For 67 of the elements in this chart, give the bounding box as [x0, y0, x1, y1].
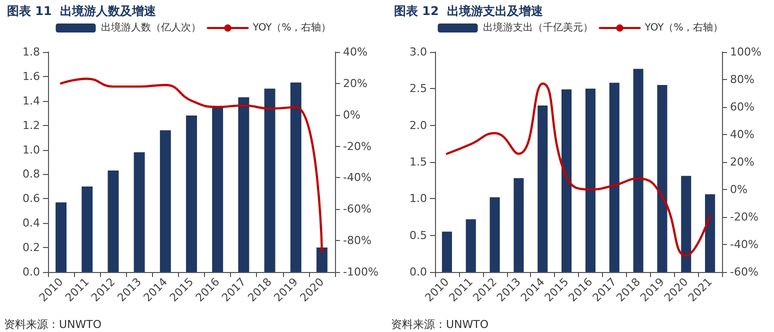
- bar: [633, 68, 644, 272]
- line-series: [446, 82, 712, 257]
- y2-tick-label: -20%: [730, 210, 758, 224]
- y-tick-label: 1.0: [22, 143, 40, 156]
- y2-tick-label: 100%: [730, 46, 762, 58]
- line-series: [60, 78, 324, 253]
- bar: [316, 248, 328, 272]
- y2-tick-label: 0%: [343, 108, 360, 122]
- bar: [186, 116, 197, 272]
- y2-tick-label: -100%: [343, 266, 378, 278]
- bar: [538, 106, 548, 272]
- y-tick-label: 0.0: [22, 266, 40, 278]
- y-tick-label: 2.0: [410, 118, 427, 132]
- bar: [490, 197, 500, 272]
- y-tick-label: 1.8: [22, 46, 40, 58]
- y-tick-label: 2.5: [410, 82, 427, 96]
- y2-tick-label: 40%: [343, 46, 368, 58]
- y-tick-label: 1.5: [410, 156, 427, 168]
- bar: [264, 88, 276, 272]
- bar: [290, 82, 302, 272]
- y-tick-label: 0.6: [22, 192, 40, 206]
- bar: [609, 82, 620, 272]
- bar: [108, 170, 119, 272]
- bar: [466, 219, 476, 272]
- y2-tick-label: -20%: [343, 140, 372, 153]
- y-tick-label: 0.5: [410, 228, 427, 242]
- bar: [82, 186, 93, 272]
- bar: [657, 85, 668, 272]
- bar: [705, 194, 716, 272]
- text: 资料来源：UNWTO: [391, 318, 489, 331]
- y-tick-label: 0.0: [410, 266, 427, 278]
- y2-tick-label: 0%: [730, 183, 748, 196]
- bar: [514, 178, 524, 272]
- legend-label: YOY（%，右轴）: [644, 22, 724, 34]
- y2-tick-label: -60%: [730, 266, 758, 278]
- text: 资料来源：UNWTO: [4, 318, 102, 331]
- bar: [134, 152, 145, 272]
- bar: [681, 176, 692, 272]
- y2-tick-label: 40%: [730, 128, 754, 141]
- y2-tick-label: 20%: [343, 76, 368, 90]
- legend-label: 出境游人数（亿人次）: [100, 22, 201, 34]
- y-tick-label: 3.0: [410, 46, 427, 58]
- bar: [562, 89, 572, 272]
- y2-tick-label: -40%: [343, 171, 372, 184]
- chart-title: 图表 11 出境游人数及增速: [7, 4, 158, 18]
- y-tick-label: 1.0: [410, 192, 427, 206]
- y-tick-label: 1.2: [22, 118, 40, 132]
- legend-label: YOY（%，右轴）: [252, 22, 332, 34]
- bar: [238, 97, 250, 272]
- y-tick-label: 0.2: [22, 241, 40, 254]
- y2-tick-label: 80%: [730, 73, 754, 86]
- y2-tick-label: 20%: [730, 156, 754, 168]
- y-tick-label: 1.6: [22, 70, 40, 83]
- y-tick-label: 1.4: [22, 94, 40, 108]
- bar: [160, 130, 171, 272]
- legend-label: 出境游支出（千亿美元）: [482, 22, 593, 34]
- bar: [585, 88, 596, 272]
- y2-tick-label: 60%: [730, 100, 754, 114]
- chart-title: 图表 12 出境游支出及增速: [394, 4, 544, 18]
- y-tick-label: 0.8: [22, 168, 40, 181]
- bar: [56, 202, 67, 272]
- y-tick-label: 0.4: [22, 216, 40, 230]
- bar: [442, 232, 452, 272]
- bar: [212, 107, 224, 272]
- y2-tick-label: -40%: [730, 238, 758, 251]
- y2-tick-label: -60%: [343, 202, 372, 216]
- y2-tick-label: -80%: [343, 234, 372, 248]
